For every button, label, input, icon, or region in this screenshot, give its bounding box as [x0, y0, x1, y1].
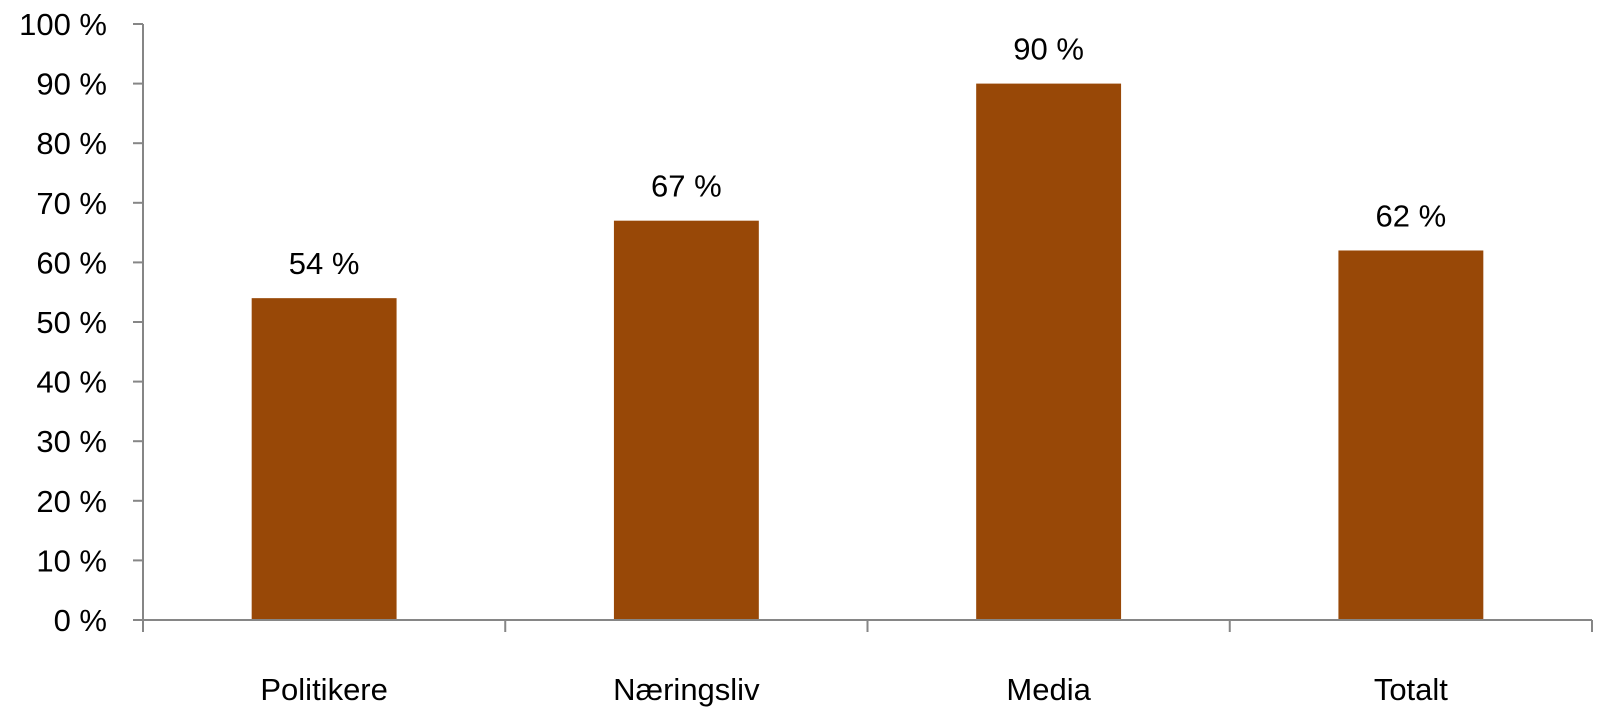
category-label: Media: [1006, 672, 1091, 707]
category-labels: Politikere Næringsliv Media Totalt: [260, 672, 1448, 707]
y-axis-ticks: 0 % 10 % 20 % 30 % 40 % 50 % 60 % 70 % 80 % 90 % 1…: [19, 7, 143, 638]
y-tick-label: 90 %: [36, 67, 107, 102]
y-tick-label: 100 %: [19, 7, 107, 42]
x-axis-ticks: [142, 620, 1593, 632]
y-tick-label: 30 %: [36, 424, 107, 459]
data-labels: 54 % 67 % 90 % 62 %: [289, 32, 1446, 282]
data-label: 67 %: [651, 169, 722, 204]
bar-media: [976, 83, 1122, 621]
y-tick-label: 80 %: [36, 126, 107, 161]
bars: [251, 83, 1484, 621]
y-tick-label: 20 %: [36, 484, 107, 519]
y-tick-label: 0 %: [54, 603, 107, 638]
category-label: Politikere: [260, 672, 388, 707]
data-label: 62 %: [1376, 198, 1447, 233]
bar-totalt: [1338, 250, 1484, 621]
bar-politikere: [251, 298, 397, 620]
bar-næringsliv: [613, 220, 759, 620]
y-tick-label: 70 %: [36, 186, 107, 221]
y-tick-label: 10 %: [36, 543, 107, 578]
y-tick-label: 50 %: [36, 305, 107, 340]
data-label: 54 %: [289, 246, 360, 281]
category-label: Næringsliv: [613, 672, 760, 707]
y-tick-label: 60 %: [36, 245, 107, 280]
data-label: 90 %: [1013, 32, 1084, 67]
y-tick-label: 40 %: [36, 365, 107, 400]
category-label: Totalt: [1374, 672, 1448, 707]
